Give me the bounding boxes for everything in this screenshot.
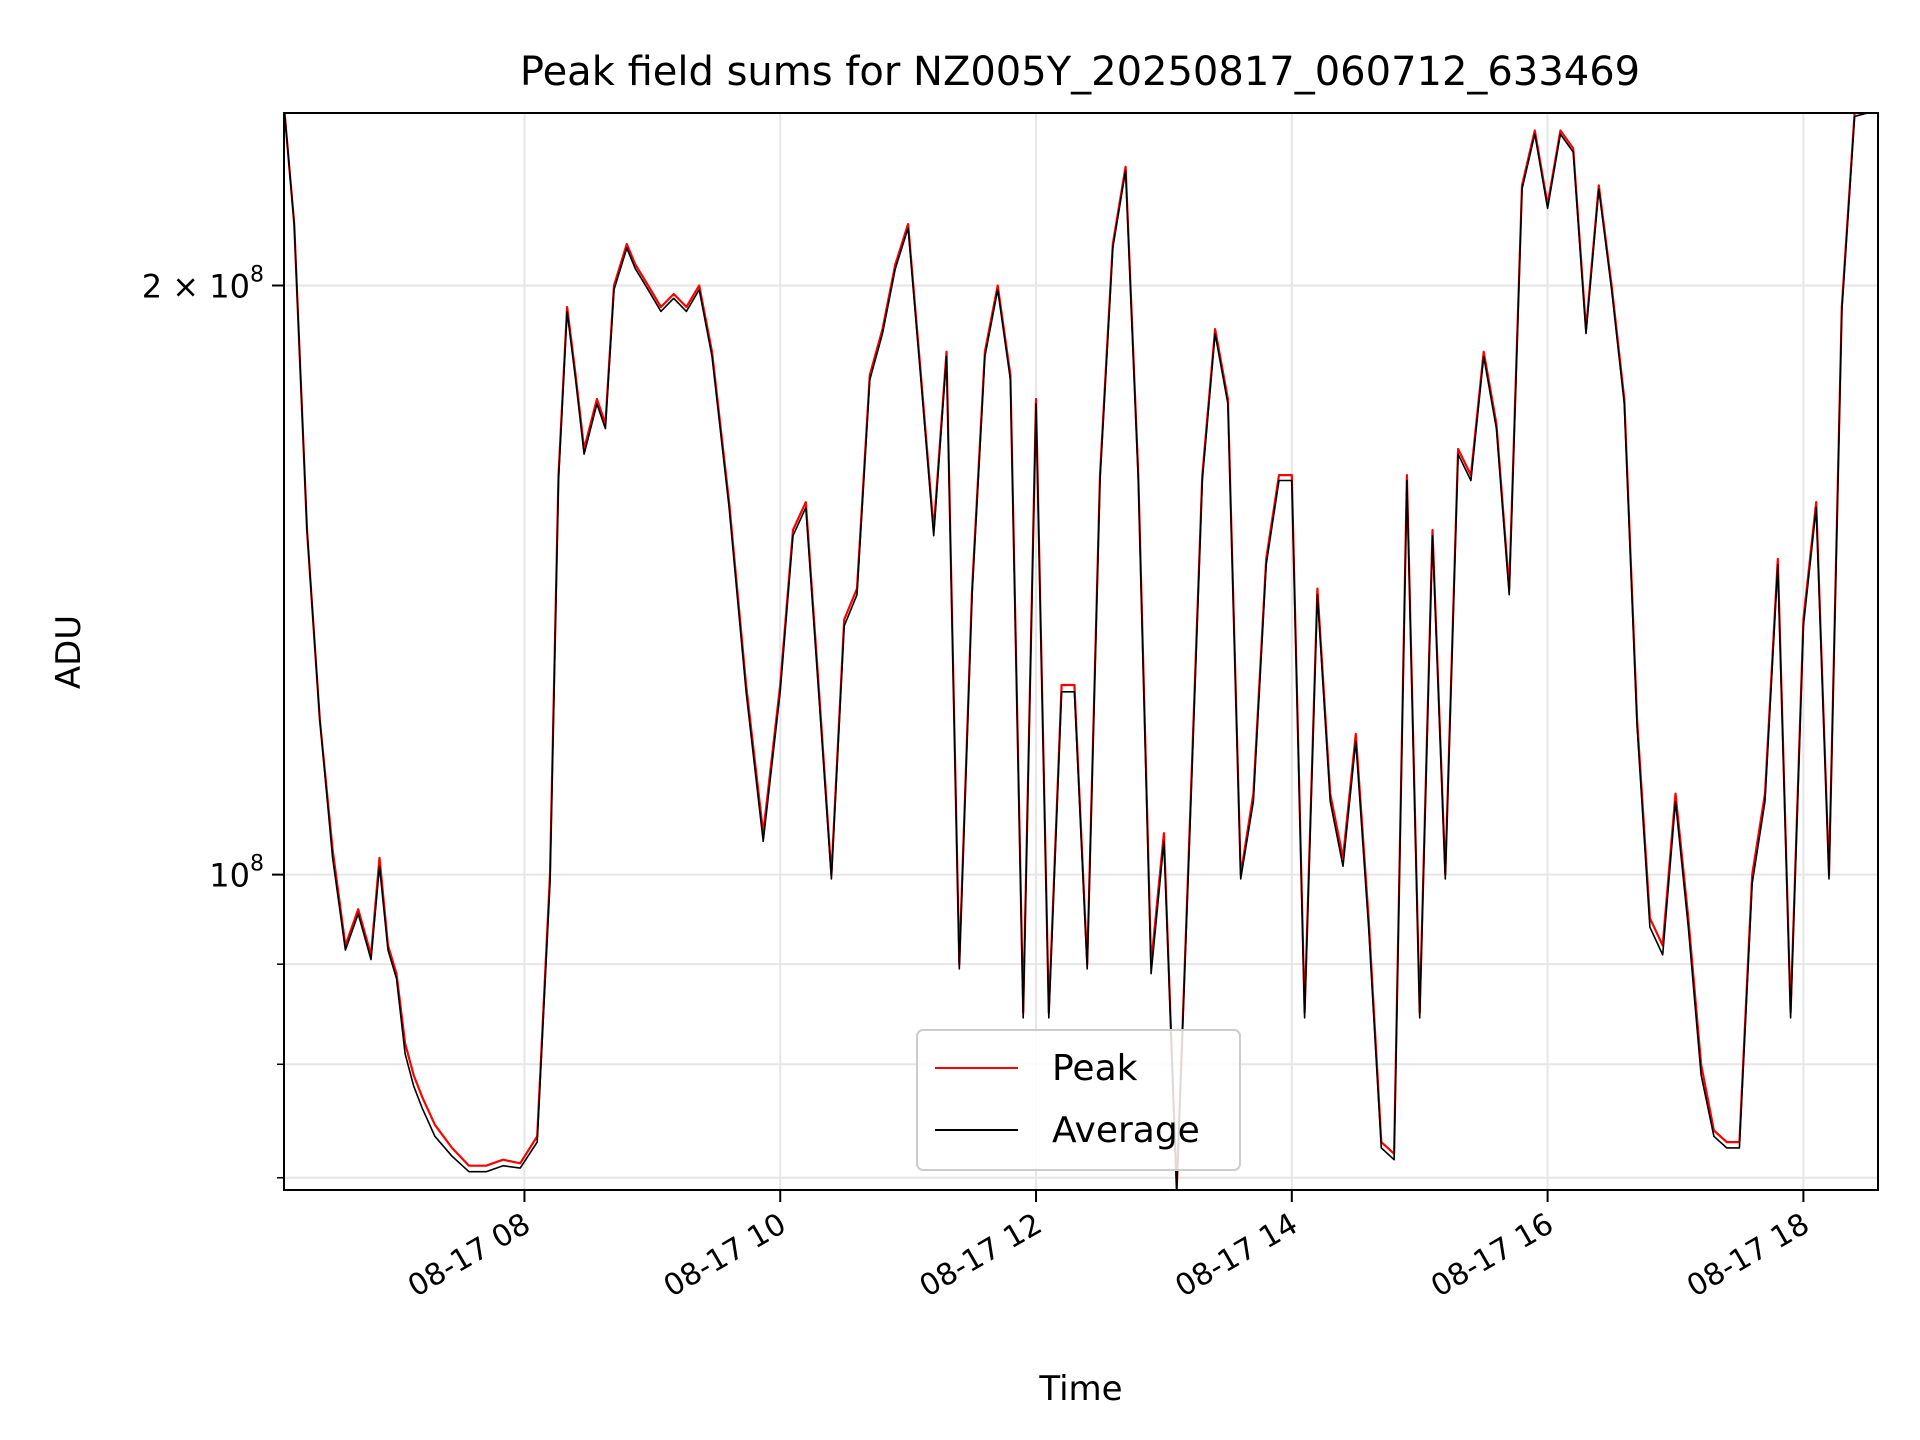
legend-label-average: Average: [1052, 1110, 1200, 1151]
y-tick-label: 108: [209, 852, 264, 895]
x-axis-label: Time: [1038, 1369, 1122, 1409]
legend-label-peak: Peak: [1052, 1048, 1138, 1089]
series-line-average: [284, 113, 1868, 1190]
plot-frame: [283, 112, 1879, 1191]
chart-title: Peak field sums for NZ005Y_20250817_0607…: [520, 49, 1640, 95]
legend: Peak Average: [916, 1029, 1241, 1171]
y-axis: 108 2 × 108: [142, 262, 284, 1179]
y-tick-label: 2 × 108: [142, 262, 264, 305]
legend-box: [916, 1029, 1241, 1171]
plot-layer: [284, 113, 1868, 1190]
y-axis-label: ADU: [49, 615, 89, 689]
